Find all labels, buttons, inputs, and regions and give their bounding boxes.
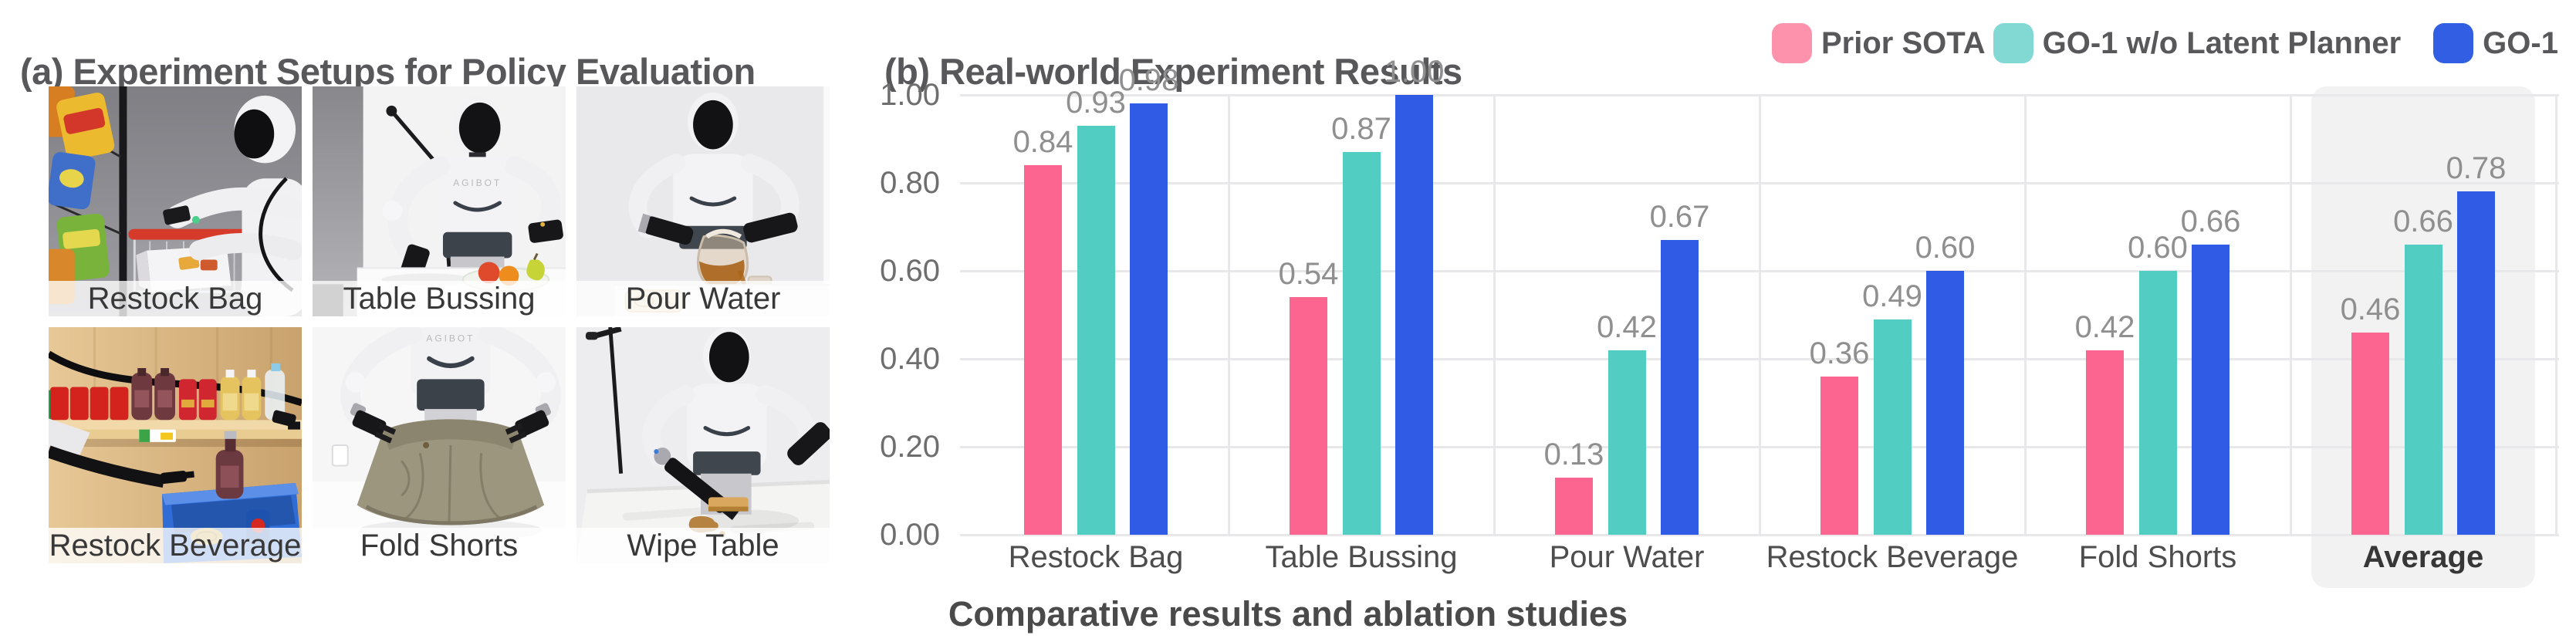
- category-label-average: Average: [2362, 540, 2484, 574]
- setup-photo-restock-bag: Restock Bag: [49, 86, 302, 316]
- bar-go-1-w-o-latent-planner-restock-bag: [1077, 125, 1115, 535]
- setup-photo-table-bussing: AGIBOT Table Buss: [313, 86, 566, 316]
- legend-label: GO-1 w/o Latent Planner: [2042, 25, 2402, 60]
- y-tick-label: 0.60: [880, 254, 940, 288]
- bar-value-label: 0.49: [1862, 279, 1922, 313]
- gripper-right: [505, 403, 551, 444]
- bar-value-label: 0.42: [2074, 309, 2135, 344]
- restock-beverage-photo-illustration: [49, 327, 302, 563]
- bar-value-label: 0.84: [1012, 125, 1073, 160]
- gripper-left: [350, 403, 397, 444]
- bar-prior-sota-restock-bag: [1024, 165, 1062, 535]
- bar-go-1-pour-water: [1661, 240, 1699, 535]
- bar-go-1-w-o-latent-planner-fold-shorts: [2138, 271, 2177, 535]
- panel-a-title: (a) Experiment Setups for Policy Evaluat…: [20, 51, 756, 92]
- legend-swatch-go1-wo-latent-planner: [1993, 23, 2033, 63]
- robot-brand-text: AGIBOT: [453, 177, 502, 188]
- category-label-restock-beverage: Restock Beverage: [1766, 540, 2019, 574]
- bar-value-label: 0.87: [1331, 112, 1391, 147]
- group-separator-line: [1228, 95, 1230, 535]
- category-label-table-bussing: Table Bussing: [1265, 540, 1458, 574]
- setup-label-fold-shorts: Fold Shorts: [313, 528, 566, 563]
- bar-go-1-w-o-latent-planner-average: [2404, 244, 2442, 535]
- bar-go-1-average: [2457, 191, 2495, 535]
- bar-value-label: 0.46: [2340, 292, 2401, 326]
- bar-prior-sota-fold-shorts: [2086, 350, 2124, 535]
- y-tick-label: 1.00: [880, 78, 940, 112]
- wiping-tool-and-sponge: [664, 458, 749, 520]
- figure-caption: Comparative results and ablation studies: [948, 594, 1628, 634]
- bar-value-label: 0.60: [1915, 231, 1976, 265]
- chart-legend: Prior SOTA GO-1 w/o Latent Planner GO-1: [1772, 23, 2558, 63]
- robot-brand-text: AGIBOT: [426, 333, 475, 343]
- bar-value-label: 0.13: [1543, 437, 1604, 471]
- setup-label-restock-bag: Restock Bag: [49, 281, 302, 316]
- y-tick-label: 0.40: [880, 342, 940, 376]
- bar-go-1-restock-beverage: [1926, 271, 1964, 535]
- bar-go-1-table-bussing: [1395, 95, 1433, 535]
- bar-value-label: 0.66: [2393, 204, 2453, 238]
- bar-go-1-w-o-latent-planner-restock-beverage: [1873, 319, 1912, 535]
- bar-value-label: 1.00: [1384, 55, 1445, 89]
- group-separator-line: [2024, 95, 2027, 535]
- bar-go-1-restock-bag: [1130, 103, 1168, 535]
- group-separator-line: [2290, 95, 2292, 535]
- setup-photo-wipe-table: Wipe Table: [576, 327, 830, 563]
- group-separator-line: [2555, 95, 2557, 535]
- setup-label-restock-beverage: Restock Beverage: [49, 528, 302, 563]
- category-label-pour-water: Pour Water: [1549, 540, 1705, 574]
- y-gridline: [960, 534, 2559, 536]
- bar-prior-sota-pour-water: [1555, 477, 1593, 535]
- y-tick-label: 0.00: [880, 518, 940, 552]
- legend-swatch-prior-sota: [1772, 23, 1812, 63]
- robot-front: [642, 327, 830, 515]
- bar-value-label: 0.98: [1118, 63, 1179, 98]
- setup-photo-fold-shorts: AGIBOT: [313, 327, 566, 563]
- bar-value-label: 0.78: [2446, 151, 2507, 186]
- bar-value-label: 0.36: [1809, 336, 1870, 370]
- legend-label: GO-1: [2483, 25, 2558, 60]
- y-tick-label: 0.20: [880, 430, 940, 464]
- beverage-shelf: [49, 363, 302, 448]
- bar-prior-sota-table-bussing: [1290, 297, 1327, 535]
- setup-label-pour-water: Pour Water: [576, 281, 830, 316]
- microphone-stand: [585, 327, 624, 474]
- category-label-fold-shorts: Fold Shorts: [2078, 540, 2237, 574]
- legend-item-prior-sota: Prior SOTA: [1772, 23, 1986, 63]
- setup-label-table-bussing: Table Bussing: [313, 281, 566, 316]
- legend-label: Prior SOTA: [1821, 25, 1986, 60]
- bar-value-label: 0.66: [2180, 204, 2241, 238]
- bar-go-1-w-o-latent-planner-pour-water: [1607, 350, 1646, 535]
- robot-gripper-arm: [49, 410, 301, 499]
- bar-go-1-w-o-latent-planner-table-bussing: [1342, 152, 1381, 535]
- wipe-table-photo-illustration: [576, 327, 830, 563]
- bar-value-label: 0.93: [1066, 85, 1126, 120]
- group-separator-line: [1493, 95, 1496, 535]
- bar-go-1-fold-shorts: [2192, 244, 2229, 535]
- bar-value-label: 0.54: [1278, 257, 1339, 292]
- group-separator-line: [1759, 95, 1761, 535]
- robot-front: [628, 92, 800, 249]
- setup-photo-restock-beverage: Restock Beverage: [49, 327, 302, 563]
- bar-value-label: 0.67: [1649, 200, 1710, 235]
- bar-value-label: 0.60: [2128, 231, 2188, 265]
- setup-photo-pour-water: Pour Water: [576, 86, 830, 316]
- y-tick-label: 0.80: [880, 166, 940, 200]
- setup-label-wipe-table: Wipe Table: [576, 528, 830, 563]
- bar-prior-sota-average: [2351, 332, 2389, 535]
- legend-swatch-go1: [2433, 23, 2474, 63]
- legend-item-go1: GO-1: [2433, 23, 2558, 63]
- bar-prior-sota-restock-beverage: [1820, 376, 1858, 535]
- bar-value-label: 0.42: [1597, 309, 1657, 344]
- category-label-restock-bag: Restock Bag: [1008, 540, 1184, 574]
- legend-item-go1-wo-latent-planner: GO-1 w/o Latent Planner: [1993, 23, 2402, 63]
- panel-b-title: (b) Real-world Experiment Results: [884, 51, 1462, 92]
